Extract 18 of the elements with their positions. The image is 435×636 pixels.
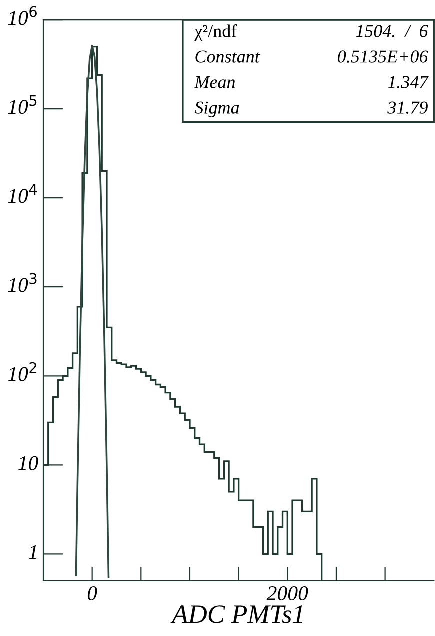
x-tick-label: 2000 (266, 586, 308, 601)
annotation: 31.79 (388, 102, 428, 114)
annotation: 1504. / 6 (356, 25, 428, 38)
y-tick-label: 1 (28, 545, 36, 560)
annotation: Constant (196, 50, 260, 63)
annotation: 1.347 (388, 76, 429, 88)
y-tick-label: 10$^{5}$ (8, 95, 37, 114)
x-axis-title: ADC PMTs1 (170, 606, 303, 624)
y-tick-label: 10$^{2}$ (8, 362, 36, 382)
y-tick-label: 10$^{6}$ (8, 6, 37, 26)
annotation: 0.5135E+06 (338, 50, 428, 63)
y-tick-label: 10$^{4}$ (8, 184, 38, 204)
y-tick-label: 10 (18, 456, 38, 470)
annotation: χ²/ndf (194, 24, 238, 42)
x-tick-label: 0 (88, 586, 98, 601)
y-tick-label: 10$^{3}$ (8, 273, 37, 292)
annotation: Sigma (194, 102, 240, 118)
annotation: Mean (194, 76, 236, 88)
